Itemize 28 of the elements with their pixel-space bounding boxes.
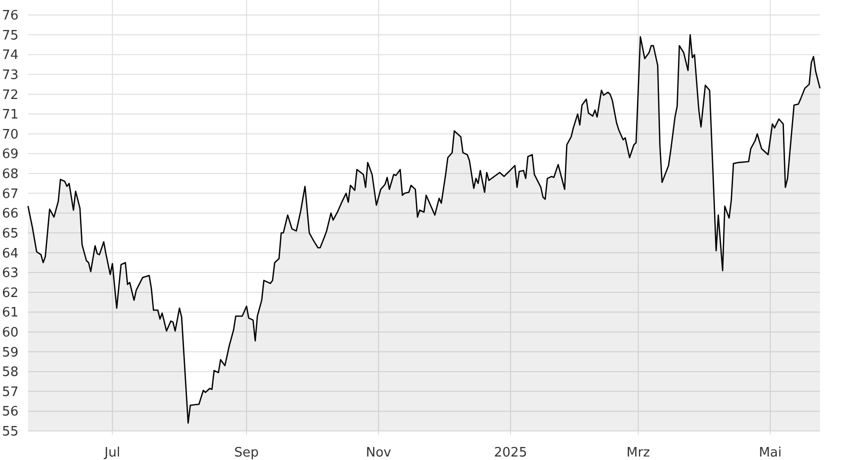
y-tick-label: 73 xyxy=(2,68,19,83)
y-tick-label: 71 xyxy=(2,108,19,123)
y-tick-label: 56 xyxy=(2,404,19,420)
y-tick-label: 66 xyxy=(2,206,19,222)
y-tick-label: 69 xyxy=(2,147,19,162)
y-tick-label: 67 xyxy=(2,186,19,202)
x-tick-label: 2025 xyxy=(494,446,528,460)
x-tick-label: Mrz xyxy=(626,446,650,460)
y-tick-label: 62 xyxy=(2,286,19,301)
x-tick-label: Mai xyxy=(758,446,782,460)
y-tick-label: 72 xyxy=(2,88,19,103)
x-tick-label: Nov xyxy=(366,446,392,460)
y-tick-label: 74 xyxy=(2,48,19,64)
y-tick-label: 61 xyxy=(2,306,19,321)
y-tick-label: 63 xyxy=(2,266,19,282)
y-tick-label: 55 xyxy=(2,424,19,440)
y-tick-label: 65 xyxy=(2,226,19,242)
x-tick-label: Sep xyxy=(234,446,259,460)
y-tick-label: 60 xyxy=(2,326,19,340)
y-tick-label: 58 xyxy=(2,365,19,380)
y-tick-label: 64 xyxy=(2,246,19,262)
y-tick-label: 75 xyxy=(2,28,19,44)
y-tick-label: 59 xyxy=(2,345,19,360)
y-tick-label: 57 xyxy=(2,384,19,400)
y-tick-label: 70 xyxy=(2,127,19,142)
x-tick-label: Jul xyxy=(104,446,120,460)
y-tick-label: 68 xyxy=(2,167,19,182)
y-tick-label: 76 xyxy=(2,8,19,24)
